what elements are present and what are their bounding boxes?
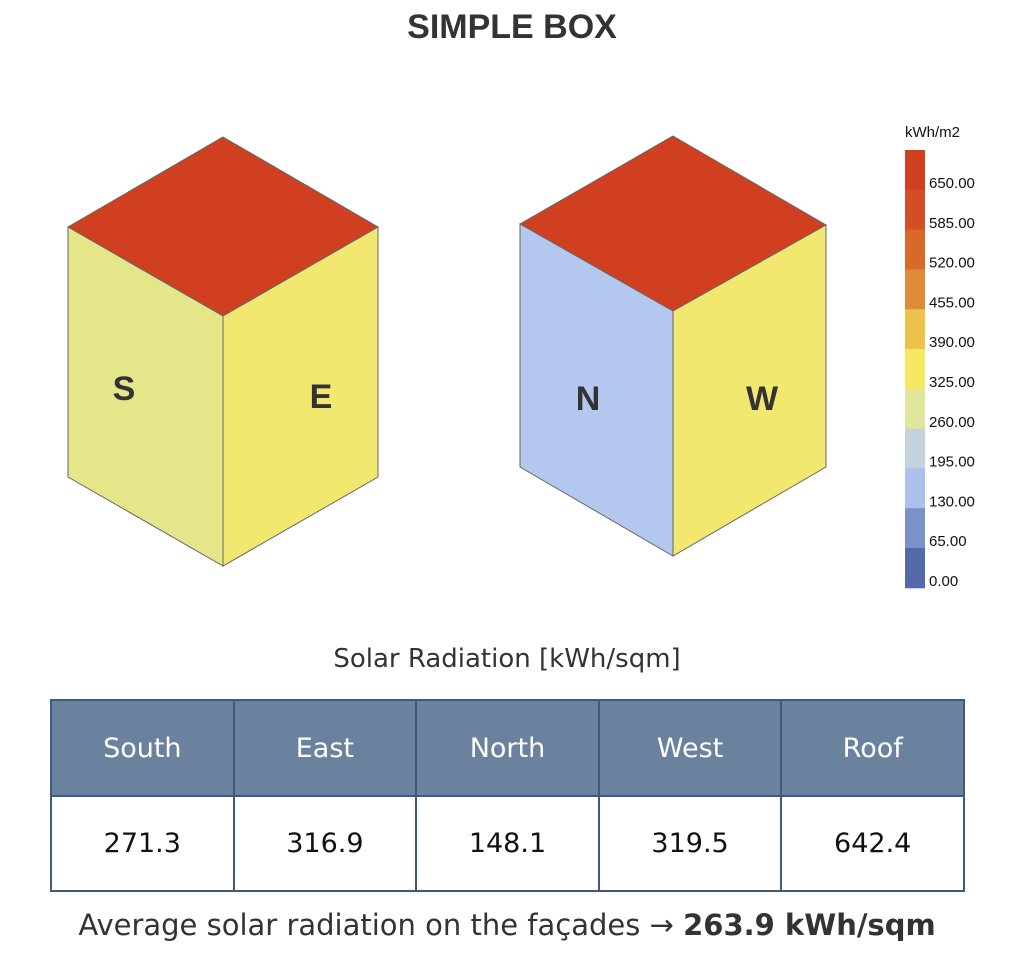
header-cell: North xyxy=(415,699,600,797)
value-row: 271.3 316.9 148.1 319.5 642.4 xyxy=(50,795,965,892)
legend-label: 325.00 xyxy=(929,374,975,391)
legend-label: 65.00 xyxy=(929,533,967,550)
face-label: E xyxy=(310,378,333,416)
title: SIMPLE BOX xyxy=(407,8,617,46)
legend-unit: kWh/m2 xyxy=(905,124,960,141)
face-label: W xyxy=(746,380,779,418)
legend-swatch xyxy=(905,468,925,509)
header-cell: South xyxy=(50,699,235,797)
legend-label: 520.00 xyxy=(929,255,975,272)
face-label: S xyxy=(113,370,136,408)
legend-swatch xyxy=(905,428,925,469)
legend-label: 585.00 xyxy=(929,215,975,232)
legend-swatch xyxy=(905,349,925,390)
value-cell: 642.4 xyxy=(780,795,965,892)
legend-label: 260.00 xyxy=(929,414,975,431)
legend: 650.00 585.00 520.00 455.00 390.00 325.00 260.… xyxy=(905,150,975,590)
footer-text: Average solar radiation on the façades → xyxy=(78,908,674,942)
legend-swatch xyxy=(905,548,925,589)
value-cell: 148.1 xyxy=(415,795,600,892)
legend-swatch xyxy=(905,269,925,310)
legend-swatch xyxy=(905,150,925,191)
legend-label: 195.00 xyxy=(929,454,975,471)
legend-label: 455.00 xyxy=(929,294,975,311)
value-cell: 319.5 xyxy=(597,795,783,892)
face-label: N xyxy=(576,380,601,418)
value-cell: 271.3 xyxy=(50,795,235,892)
footer: Average solar radiation on the façades →… xyxy=(0,908,1014,942)
legend-swatch xyxy=(905,189,925,231)
legend-swatch xyxy=(905,229,925,270)
diagram: S E N W kWh/m2 650.00 585.00 520.00 455.00 3… xyxy=(67,124,975,590)
box xyxy=(67,136,379,567)
header-cell: Roof xyxy=(780,699,965,797)
footer-value: 263.9 kWh/sqm xyxy=(683,908,936,942)
legend-swatch xyxy=(905,388,925,430)
header-cell: West xyxy=(597,699,783,797)
legend-label: 0.00 xyxy=(929,573,958,590)
legend-label: 650.00 xyxy=(929,175,975,192)
table-caption: Solar Radiation [kWh/sqm] xyxy=(333,644,681,674)
header-cell: East xyxy=(232,699,418,797)
box xyxy=(518,135,828,557)
legend-label: 390.00 xyxy=(929,334,975,351)
legend-swatch xyxy=(905,508,925,549)
value-cell: 316.9 xyxy=(232,795,418,892)
header-row: South East North West Roof xyxy=(50,699,965,797)
east-face xyxy=(222,226,379,567)
results-table: South East North West Roof 271.3 316.9 1… xyxy=(50,699,965,892)
legend-label: 130.00 xyxy=(929,493,975,510)
legend-swatch xyxy=(905,309,925,350)
west-face xyxy=(672,224,827,557)
